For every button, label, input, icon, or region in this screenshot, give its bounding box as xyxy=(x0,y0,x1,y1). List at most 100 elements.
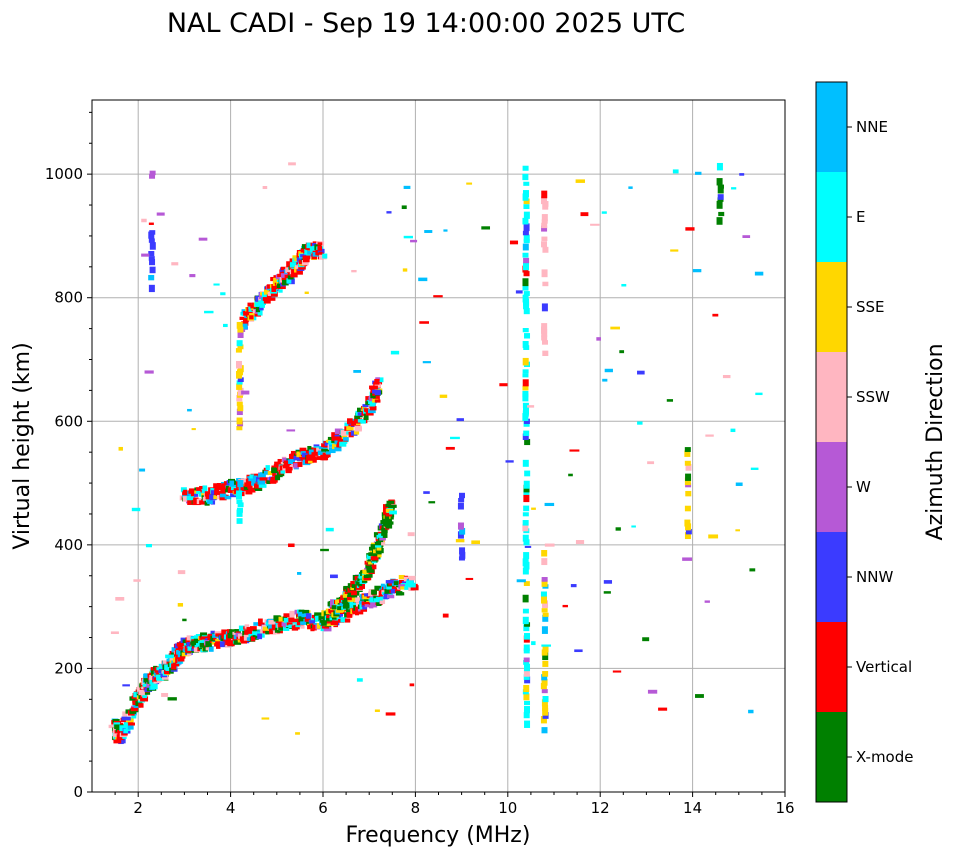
echo-mark xyxy=(237,405,244,412)
echo-mark xyxy=(284,627,290,631)
echo-mark xyxy=(221,629,230,635)
echo-mark xyxy=(148,222,154,225)
echo-mark xyxy=(305,613,311,619)
echo-mark xyxy=(277,273,283,278)
echo-mark xyxy=(637,370,645,375)
echo-mark xyxy=(755,392,763,396)
echo-mark xyxy=(374,389,381,396)
echo-mark xyxy=(237,369,244,376)
echo-mark xyxy=(334,445,342,452)
echo-mark xyxy=(321,619,327,626)
echo-mark xyxy=(370,556,379,561)
echo-mark xyxy=(318,251,323,255)
echo-mark xyxy=(542,614,549,622)
echo-mark xyxy=(522,393,529,402)
echo-mark xyxy=(346,597,352,601)
echo-mark xyxy=(331,605,338,610)
echo-mark xyxy=(258,618,263,624)
echo-mark xyxy=(351,594,358,598)
echo-mark xyxy=(182,491,189,496)
echo-mark xyxy=(123,723,130,728)
echo-mark xyxy=(523,581,530,586)
echo-mark xyxy=(300,621,307,625)
x-axis-ticks: 2 4 6 8 10 12 14 16 xyxy=(114,792,795,817)
echo-mark xyxy=(220,489,226,495)
echo-mark xyxy=(754,271,764,276)
y-axis-label: Virtual height (km) xyxy=(10,342,35,549)
echo-mark xyxy=(314,612,322,618)
echo-mark xyxy=(685,482,692,488)
echo-mark xyxy=(300,623,305,629)
echo-mark xyxy=(268,628,277,635)
echo-mark xyxy=(531,507,536,510)
echo-mark xyxy=(131,507,141,512)
echo-mark xyxy=(695,171,702,175)
echo-mark xyxy=(122,684,130,687)
echo-mark xyxy=(360,607,368,612)
echo-mark xyxy=(149,230,156,235)
echo-mark xyxy=(374,399,381,403)
echo-mark xyxy=(366,566,373,572)
echo-mark xyxy=(422,361,431,364)
echo-mark xyxy=(523,211,530,219)
echo-mark xyxy=(524,663,531,672)
echo-mark xyxy=(210,500,216,505)
echo-mark xyxy=(541,214,548,222)
echo-mark xyxy=(330,599,336,604)
echo-mark xyxy=(237,331,244,338)
echo-mark xyxy=(369,406,377,411)
echo-mark xyxy=(227,640,235,647)
echo-mark xyxy=(522,357,529,366)
echo-mark xyxy=(121,731,128,736)
echo-mark xyxy=(364,593,372,597)
echo-mark xyxy=(542,246,549,253)
echo-mark xyxy=(323,626,332,632)
colorbar-frame xyxy=(815,81,848,803)
echo-mark xyxy=(735,529,740,532)
echo-mark xyxy=(684,519,691,527)
echo-mark xyxy=(182,618,187,622)
echo-mark xyxy=(251,487,256,493)
echo-mark xyxy=(149,258,156,266)
echo-mark xyxy=(200,636,209,640)
echo-mark xyxy=(271,291,278,297)
echo-mark xyxy=(398,574,405,580)
echo-mark xyxy=(385,523,390,528)
echo-mark xyxy=(423,491,430,494)
echo-mark xyxy=(455,539,465,543)
echo-mark xyxy=(342,593,348,598)
echo-mark xyxy=(306,455,315,461)
echo-mark xyxy=(523,406,530,415)
echo-mark xyxy=(321,448,328,452)
echo-mark xyxy=(386,211,392,214)
echo-mark xyxy=(337,608,345,613)
echo-mark xyxy=(409,683,415,687)
echo-mark xyxy=(522,284,529,291)
echo-mark xyxy=(376,596,383,601)
echo-mark xyxy=(353,370,362,373)
echo-mark xyxy=(215,633,223,637)
echo-mark xyxy=(171,647,177,652)
echo-mark xyxy=(252,315,257,321)
echo-mark xyxy=(257,479,266,485)
echo-mark xyxy=(227,632,233,639)
colorbar-segment xyxy=(816,442,847,532)
echo-mark xyxy=(748,709,754,714)
echo-mark xyxy=(324,442,332,446)
echo-mark xyxy=(523,291,530,296)
echo-mark xyxy=(523,644,530,652)
echo-mark xyxy=(716,178,723,186)
echo-mark xyxy=(112,719,120,723)
echo-mark xyxy=(258,484,267,488)
echo-mark xyxy=(248,633,257,638)
echo-mark xyxy=(540,682,547,690)
echo-mark xyxy=(354,415,360,420)
echo-mark xyxy=(213,495,219,500)
echo-mark xyxy=(215,491,221,497)
echo-mark xyxy=(542,671,549,677)
echo-mark xyxy=(523,494,530,503)
echo-mark xyxy=(408,575,416,581)
echo-mark xyxy=(196,487,202,491)
echo-mark xyxy=(542,696,549,703)
